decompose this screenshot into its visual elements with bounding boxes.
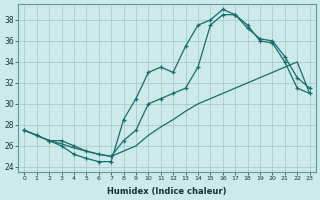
X-axis label: Humidex (Indice chaleur): Humidex (Indice chaleur)	[107, 187, 227, 196]
